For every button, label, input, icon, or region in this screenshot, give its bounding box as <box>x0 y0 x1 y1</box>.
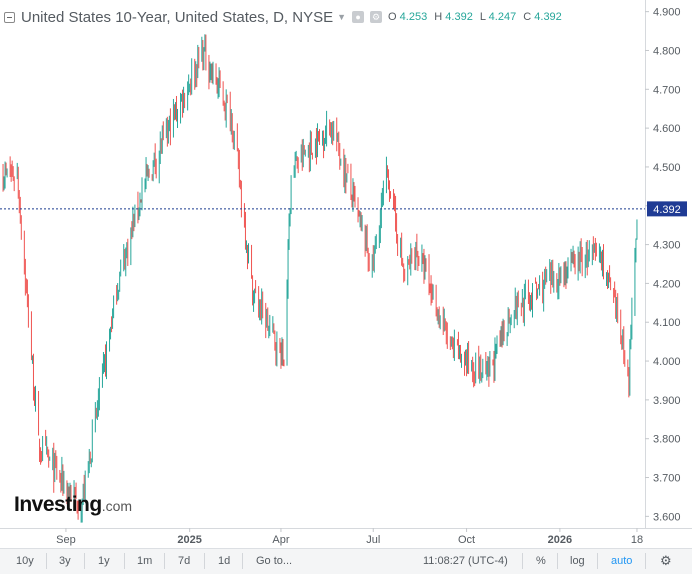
footer-divider <box>204 553 205 569</box>
y-tick-label: 4.700 <box>653 84 681 96</box>
high-label: H <box>434 11 443 23</box>
period-3y-button[interactable]: 3y <box>59 555 71 567</box>
settings-gear-icon[interactable]: ⚙ <box>660 553 672 568</box>
last-price-badge: 4.392 <box>647 201 687 217</box>
investing-logo: Investing.com <box>14 493 132 517</box>
y-tick-label: 4.500 <box>653 162 681 174</box>
period-1m-button[interactable]: 1m <box>137 555 153 567</box>
chart-title[interactable]: United States 10-Year, United States, D,… <box>21 8 334 26</box>
x-tick-label: 18 <box>631 534 643 546</box>
auto-scale-toggle[interactable]: auto <box>611 555 633 567</box>
current-time[interactable]: 11:08:27 (UTC-4) <box>423 555 508 567</box>
collapse-icon[interactable] <box>4 11 15 23</box>
ohlc-readout: O 4.253 H 4.392 L 4.247 C 4.392 <box>388 11 566 23</box>
percent-scale-toggle[interactable]: % <box>536 555 546 567</box>
open-label: O <box>388 11 397 23</box>
y-tick-label: 3.700 <box>653 473 681 485</box>
footer-divider <box>84 553 85 569</box>
x-tick-label: Jul <box>366 534 380 546</box>
y-tick-label: 4.800 <box>653 45 681 57</box>
y-tick-label: 4.000 <box>653 356 681 368</box>
y-tick-label: 3.800 <box>653 434 681 446</box>
footer-divider <box>597 553 598 569</box>
high-value: 4.392 <box>445 11 473 23</box>
x-tick-label: Apr <box>272 534 289 546</box>
chart-footer-toolbar: 10y 3y 1y 1m 7d 1d Go to... 11:08:27 (UT… <box>0 548 692 574</box>
y-tick-label: 4.300 <box>653 240 681 252</box>
close-value: 4.392 <box>534 11 562 23</box>
period-7d-button[interactable]: 7d <box>178 555 191 567</box>
x-tick-label: 2025 <box>177 534 201 546</box>
y-tick-label: 4.900 <box>653 7 681 19</box>
low-value: 4.247 <box>488 11 517 23</box>
x-tick-label: 2026 <box>548 534 572 546</box>
footer-divider <box>242 553 243 569</box>
footer-divider <box>124 553 125 569</box>
low-label: L <box>479 11 486 23</box>
period-1d-button[interactable]: 1d <box>218 555 231 567</box>
x-tick-label: Oct <box>458 534 475 546</box>
y-tick-label: 4.200 <box>653 278 681 290</box>
open-value: 4.253 <box>399 11 428 23</box>
dropdown-caret-icon[interactable]: ▼ <box>337 12 347 22</box>
y-tick-label: 3.600 <box>653 511 681 523</box>
footer-divider <box>645 553 646 569</box>
logo-brand: Investing <box>14 493 102 516</box>
y-tick-label: 4.600 <box>653 123 681 135</box>
y-tick-label: 4.100 <box>653 317 681 329</box>
logo-suffix: .com <box>101 498 133 514</box>
settings-icon[interactable]: ⚙ <box>370 11 383 23</box>
goto-date-button[interactable]: Go to... <box>256 555 293 567</box>
log-scale-toggle[interactable]: log <box>570 555 585 567</box>
x-tick-label: Sep <box>56 534 76 546</box>
close-label: C <box>523 11 532 23</box>
screenshot-icon[interactable]: ● <box>352 11 365 23</box>
last-price-label: 4.392 <box>653 204 681 216</box>
footer-divider <box>46 553 47 569</box>
footer-divider <box>557 553 558 569</box>
price-chart[interactable]: 3.600 3.700 3.800 3.900 4.000 4.100 4.200 4.300… <box>0 0 692 548</box>
footer-divider <box>522 553 523 569</box>
y-tick-label: 3.900 <box>653 395 681 407</box>
period-10y-button[interactable]: 10y <box>16 555 34 567</box>
chart-header: United States 10-Year, United States, D,… <box>4 6 566 28</box>
period-1y-button[interactable]: 1y <box>98 555 110 567</box>
footer-divider <box>164 553 165 569</box>
